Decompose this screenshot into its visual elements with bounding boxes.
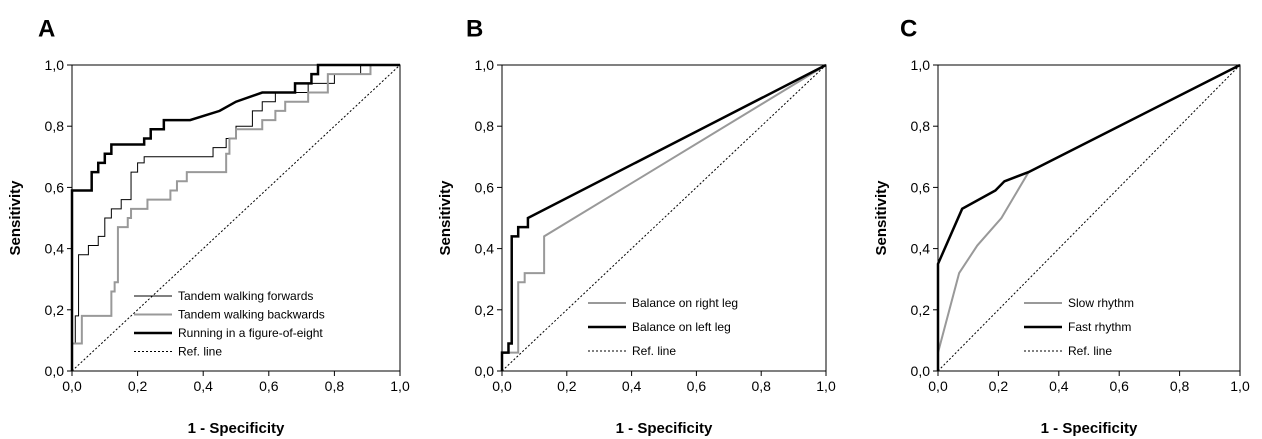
y-tick-label: 0,4 (475, 241, 495, 257)
y-axis-title: Sensitivity (7, 180, 24, 256)
legend-entry: Balance on left leg (632, 320, 731, 334)
plot-frame (501, 64, 827, 372)
x-tick-label: 0,8 (751, 378, 771, 394)
x-tick-label: 1,0 (816, 378, 836, 394)
y-tick-label: 0,2 (45, 302, 65, 318)
y-axis-title: Sensitivity (873, 180, 890, 256)
legend: Balance on right leg Balance on left leg R… (588, 296, 738, 358)
legend: Slow rhythm Fast rhythm Ref. line (1024, 296, 1134, 358)
panel-letter: C (900, 15, 917, 42)
y-tick-label: 0,0 (911, 363, 931, 379)
y-tick-label: 0,2 (475, 302, 495, 318)
legend: Tandem walking forwards Tandem walking ba… (134, 289, 325, 359)
x-tick-label: 0,8 (325, 378, 345, 394)
y-tick-label: 0,2 (911, 302, 931, 318)
y-tick-label: 0,0 (45, 363, 65, 379)
panel-a: A 0,0 0,2 0,4 0,6 0,8 1,0 0,0 0,2 0,4 0,6 0,8 1,0 1 -… (7, 15, 410, 437)
x-tick-label: 0,6 (1109, 378, 1129, 394)
x-tick-label: 0,2 (128, 378, 148, 394)
series-line-fast-rhythm (936, 63, 1241, 371)
panel-letter: A (38, 15, 55, 42)
x-axis-title: 1 - Specificity (188, 420, 285, 437)
y-tick-label: 0,6 (45, 179, 65, 195)
legend-entry: Ref. line (632, 344, 676, 358)
y-axis-title: Sensitivity (437, 180, 454, 256)
y-tick-label: 0,4 (45, 241, 65, 257)
x-tick-label: 1,0 (390, 378, 410, 394)
legend-entry: Fast rhythm (1068, 320, 1131, 334)
legend-entry: Tandem walking backwards (178, 308, 325, 322)
y-tick-label: 1,0 (911, 57, 931, 73)
y-tick-label: 0,8 (911, 118, 931, 134)
x-tick-label: 0,0 (928, 378, 948, 394)
x-tick-label: 0,2 (989, 378, 1009, 394)
x-tick-label: 0,6 (259, 378, 279, 394)
y-tick-label: 0,6 (911, 179, 931, 195)
plot-frame (937, 64, 1241, 372)
x-tick-label: 0,8 (1170, 378, 1190, 394)
x-tick-label: 0,0 (492, 378, 512, 394)
panel-b: B 0,0 0,2 0,4 0,6 0,8 1,0 0,0 0,2 0,4 0,6 0,8 1,0 1 -… (437, 15, 836, 437)
series-line-running-in-a-figure-of-eight (70, 63, 400, 371)
x-axis-title: 1 - Specificity (616, 420, 713, 437)
x-tick-label: 0,4 (622, 378, 642, 394)
x-axis-title: 1 - Specificity (1041, 420, 1138, 437)
legend-entry: Slow rhythm (1068, 296, 1134, 310)
x-tick-label: 0,2 (557, 378, 577, 394)
y-tick-label: 0,8 (45, 118, 65, 134)
x-tick-label: 0,6 (687, 378, 707, 394)
series-line-ref-line (71, 64, 401, 372)
y-tick-label: 0,8 (475, 118, 495, 134)
y-tick-label: 0,6 (475, 179, 495, 195)
legend-entry: Ref. line (1068, 344, 1112, 358)
y-tick-label: 1,0 (475, 57, 495, 73)
y-tick-label: 0,4 (911, 241, 931, 257)
legend-entry: Balance on right leg (632, 296, 738, 310)
panel-letter: B (466, 15, 483, 42)
legend-entry: Tandem walking forwards (178, 289, 313, 303)
y-tick-label: 1,0 (45, 57, 65, 73)
x-tick-label: 0,4 (1049, 378, 1069, 394)
y-tick-label: 0,0 (475, 363, 495, 379)
panel-c: C 0,0 0,2 0,4 0,6 0,8 1,0 0,0 0,2 0,4 0,6 0,8 1,0 1 -… (873, 15, 1250, 437)
series-line-balance-on-left-leg (500, 63, 827, 371)
series-line-tandem-walking-backwards (71, 64, 400, 371)
x-tick-label: 1,0 (1230, 378, 1250, 394)
x-tick-label: 0,0 (62, 378, 82, 394)
legend-entry: Running in a figure-of-eight (178, 326, 323, 340)
legend-entry: Ref. line (178, 345, 222, 359)
x-tick-label: 0,4 (193, 378, 213, 394)
